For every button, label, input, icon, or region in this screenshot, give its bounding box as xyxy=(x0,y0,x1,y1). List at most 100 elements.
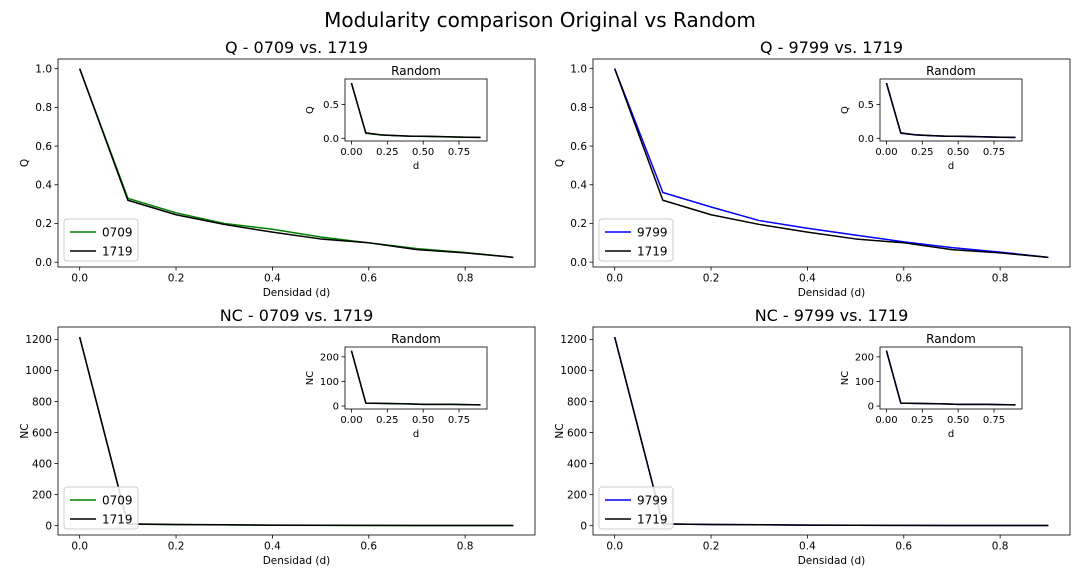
inset-y-axis-label: NC xyxy=(305,371,316,385)
inset-title: Random xyxy=(391,64,441,78)
legend-label-0709: 0709 xyxy=(102,494,133,508)
inset-y-axis-label: Q xyxy=(840,106,851,114)
panels: 0.0 0.2 0.4 0.6 0.8 0.0 0.2 0.4 0.6 0.8 1.0 Q - 070… xyxy=(19,38,1071,567)
inset-x-axis-label: d xyxy=(413,161,419,172)
inset-plot-area xyxy=(880,79,1022,141)
inset-series-line-1 xyxy=(350,350,481,406)
inset-series-line-1 xyxy=(885,350,1016,406)
inset-title: Random xyxy=(391,332,441,346)
main-axes-frame xyxy=(592,58,1071,268)
main-y-tick-label: 600 xyxy=(32,427,52,439)
legend-label-1719: 1719 xyxy=(102,245,133,259)
main-y-tick-label: 400 xyxy=(32,458,52,470)
main-y-tick-label: 600 xyxy=(567,427,587,439)
main-y-tick-label: 200 xyxy=(32,489,52,501)
inset-axes-frame xyxy=(879,78,1023,142)
inset-plot-area xyxy=(345,347,487,409)
main-x-axis-label: Densidad (d) xyxy=(263,555,331,567)
main-y-axis-label: Q xyxy=(554,159,566,167)
main-x-tick-label: 0.6 xyxy=(360,273,377,285)
inset-x-tick-label: 0.00 xyxy=(340,415,362,426)
main-x-tick-label: 0.0 xyxy=(606,273,623,285)
main-series-line-1719 xyxy=(613,336,1049,527)
main-x-tick-label: 0.4 xyxy=(264,273,281,285)
inset-x-tick-label: 0.50 xyxy=(947,415,969,426)
main-axes-frame xyxy=(57,326,536,536)
main-x-tick-label: 0.0 xyxy=(71,541,88,553)
main-title: NC - 0709 vs. 1719 xyxy=(220,306,374,325)
legend-label-1719: 1719 xyxy=(637,245,668,259)
legend-label-9799: 9799 xyxy=(637,494,668,508)
inset-axes-frame xyxy=(879,346,1023,410)
main-y-axis-label: NC xyxy=(554,423,566,438)
inset-x-tick-label: 0.75 xyxy=(448,415,470,426)
main-series-line-1719 xyxy=(78,336,514,527)
main-x-tick-label: 0.2 xyxy=(168,541,185,553)
inset-plot-area xyxy=(345,79,487,141)
inset-x-axis-label: d xyxy=(948,161,954,172)
legend-label-0709: 0709 xyxy=(102,226,133,240)
chart-panel-1: 0.0 0.2 0.4 0.6 0.8 0.0 0.2 0.4 0.6 0.8 1.0 Q - 070… xyxy=(19,38,536,299)
legend: 0709 1719 xyxy=(63,486,139,530)
main-y-tick-label: 1200 xyxy=(560,334,587,346)
main-y-tick-label: 0.4 xyxy=(35,180,52,192)
chart-panel-2: 0.0 0.2 0.4 0.6 0.8 0.0 0.2 0.4 0.6 0.8 1.0 Q - 979… xyxy=(554,38,1071,299)
main-x-tick-label: 0.2 xyxy=(703,273,720,285)
main-y-axis-label: Q xyxy=(19,159,31,167)
main-x-tick-label: 0.6 xyxy=(895,273,912,285)
main-x-tick-label: 0.8 xyxy=(457,273,474,285)
main-y-tick-label: 0.0 xyxy=(570,257,587,269)
inset-axes-frame xyxy=(344,346,488,410)
main-series-line-9799 xyxy=(613,68,1049,259)
main-y-tick-label: 0.6 xyxy=(570,141,587,153)
inset-x-tick-label: 0.50 xyxy=(947,147,969,158)
inset-chart: 0.00 0.25 0.50 0.75 0 100 200 Random d NC xyxy=(305,332,488,440)
inset-chart: 0.00 0.25 0.50 0.75 0.0 0.5 Random d Q xyxy=(305,64,488,172)
main-y-tick-label: 1000 xyxy=(560,365,587,377)
legend-label-9799: 9799 xyxy=(637,226,668,240)
main-y-tick-label: 0.8 xyxy=(35,102,52,114)
inset-y-tick-label: 0.0 xyxy=(858,134,874,145)
main-x-tick-label: 0.2 xyxy=(168,273,185,285)
main-x-tick-label: 0.2 xyxy=(703,541,720,553)
main-x-tick-label: 0.4 xyxy=(264,541,281,553)
inset-y-tick-label: 100 xyxy=(855,377,874,388)
main-y-tick-label: 0.6 xyxy=(35,141,52,153)
inset-title: Random xyxy=(926,64,976,78)
main-title: Q - 0709 vs. 1719 xyxy=(225,38,368,57)
inset-y-tick-label: 100 xyxy=(320,377,339,388)
legend-label-1719: 1719 xyxy=(637,513,668,527)
inset-y-axis-label: Q xyxy=(305,106,316,114)
legend-label-1719: 1719 xyxy=(102,513,133,527)
main-y-tick-label: 1200 xyxy=(25,334,52,346)
main-y-tick-label: 1.0 xyxy=(570,63,587,75)
main-y-tick-label: 0.4 xyxy=(570,180,587,192)
inset-y-tick-label: 0 xyxy=(868,402,874,413)
inset-y-axis-label: NC xyxy=(840,371,851,385)
main-x-tick-label: 0.6 xyxy=(895,541,912,553)
main-x-axis-label: Densidad (d) xyxy=(798,287,866,299)
main-axes-frame xyxy=(57,58,536,268)
main-y-tick-label: 0.8 xyxy=(570,102,587,114)
inset-x-tick-label: 0.50 xyxy=(412,147,434,158)
inset-y-tick-label: 0.0 xyxy=(323,134,339,145)
inset-x-tick-label: 0.75 xyxy=(983,147,1005,158)
main-y-tick-label: 200 xyxy=(567,489,587,501)
main-y-tick-label: 400 xyxy=(567,458,587,470)
inset-y-tick-label: 200 xyxy=(320,352,339,363)
inset-x-tick-label: 0.25 xyxy=(911,415,933,426)
inset-x-axis-label: d xyxy=(413,429,419,440)
inset-x-tick-label: 0.50 xyxy=(412,415,434,426)
inset-y-tick-label: 0.5 xyxy=(858,100,874,111)
legend: 9799 1719 xyxy=(598,486,674,530)
main-y-tick-label: 1.0 xyxy=(35,63,52,75)
main-y-tick-label: 0.0 xyxy=(35,257,52,269)
main-y-tick-label: 0.2 xyxy=(570,218,587,230)
legend: 9799 1719 xyxy=(598,218,674,262)
inset-y-tick-label: 0.5 xyxy=(323,100,339,111)
inset-series-line-1 xyxy=(350,82,481,139)
inset-plot-area xyxy=(880,347,1022,409)
